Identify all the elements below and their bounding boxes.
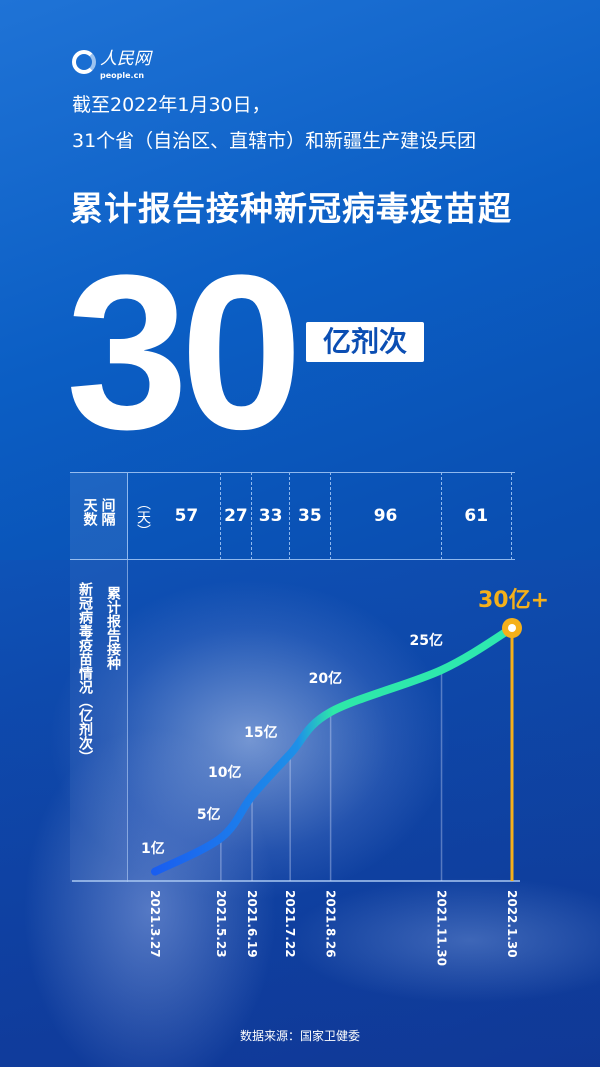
data-source: 数据来源：国家卫健委 [239,1029,360,1043]
people-cn-logo: 人民网 people.cn [72,44,151,80]
interval-cell: 33 [252,472,291,560]
interval-unit: （天） [135,496,151,538]
x-tick-label: 2021.8.26 [323,890,338,958]
unit-badge: 亿剂次 [306,322,424,362]
y-axis-label-part1: 累计报告接种 [105,586,121,670]
x-tick-label: 2021.7.22 [283,890,298,958]
data-label: 20亿 [308,671,343,687]
big-number: 30 [66,229,303,475]
x-tick-label: 2021.6.19 [245,890,260,958]
data-label: 25亿 [409,633,443,649]
data-label: 5亿 [196,807,221,823]
interval-cell: 35 [290,472,331,560]
series-line [151,624,516,876]
logo-mark-icon [72,50,96,74]
x-tick-label: 2021.5.23 [213,890,228,958]
interval-row-label: 间隔天数 [70,472,128,560]
interval-cell: 96 [331,472,442,560]
interval-cell: 27 [221,472,253,560]
interval-table [70,472,515,560]
interval-cell: 61 [442,472,512,560]
region-line: 31个省（自治区、直辖市）和新疆生产建设兵团 [72,130,477,152]
y-axis-label-box: 累计报告接种 新冠病毒疫苗情况（亿剂次） [70,560,128,882]
logo-site: people.cn [100,71,145,80]
data-label: 10亿 [208,765,242,781]
logo-name: 人民网 [100,49,151,69]
background-photo-syringe [0,560,600,1067]
x-tick-label: 2021.11.30 [434,890,449,966]
headline: 累计报告接种新冠病毒疫苗超 [70,189,512,228]
x-tick-label: 2022.1.30 [505,890,519,958]
highlight-point-center [508,624,516,632]
date-line: 截至2022年1月30日， [72,94,271,116]
data-label: 15亿 [244,725,278,741]
interval-cell: 57 [153,472,221,560]
y-axis-label-part2: 新冠病毒疫苗情况（亿剂次） [77,582,93,764]
data-label: 1亿 [141,840,165,857]
data-label: 30亿+ [478,588,550,613]
x-tick-label: 2021.3.27 [148,890,162,958]
